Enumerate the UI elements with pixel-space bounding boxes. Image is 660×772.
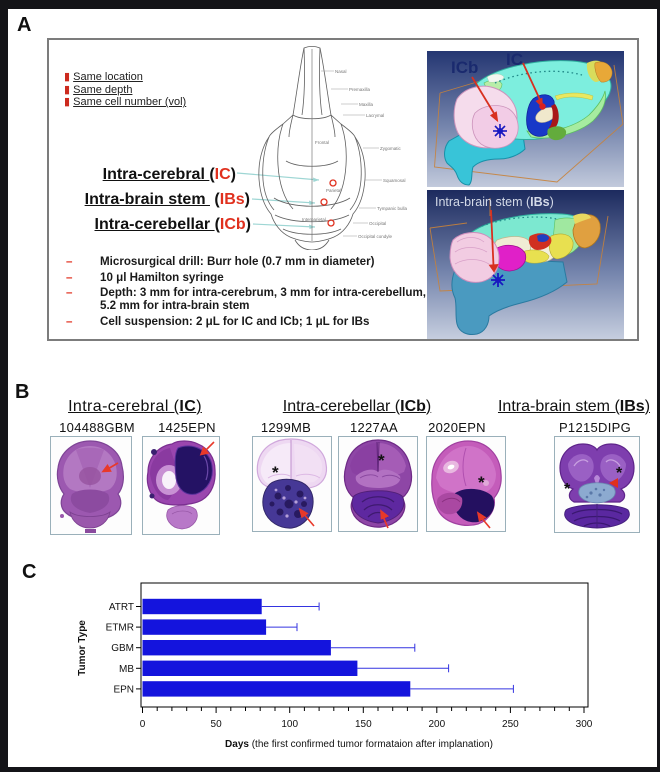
svg-text:MB: MB xyxy=(119,664,134,675)
svg-text:Maxilla: Maxilla xyxy=(359,102,374,107)
svg-text:Parietal: Parietal xyxy=(326,188,341,193)
svg-text:100: 100 xyxy=(281,719,298,730)
svg-text:Intra-brain stem (IBs): Intra-brain stem (IBs) xyxy=(435,195,554,209)
svg-text:Zygomatic: Zygomatic xyxy=(380,146,402,151)
svg-text:Tympanic bulla: Tympanic bulla xyxy=(377,206,408,211)
svg-text:300: 300 xyxy=(576,719,593,730)
svg-text:Nasal: Nasal xyxy=(335,69,347,74)
svg-text:Occipital: Occipital xyxy=(369,221,386,226)
svg-text:Tumor Type: Tumor Type xyxy=(77,620,88,676)
svg-text:GBM: GBM xyxy=(111,643,134,654)
svg-text:ATRT: ATRT xyxy=(109,602,134,613)
svg-text:EPN: EPN xyxy=(113,684,134,695)
svg-text:ETMR: ETMR xyxy=(106,623,134,634)
svg-text:Frontal: Frontal xyxy=(315,140,329,145)
svg-text:Days (the first confirmed tumo: Days (the first confirmed tumor formatai… xyxy=(225,739,493,750)
svg-text:Squamosal: Squamosal xyxy=(383,178,406,183)
svg-text:0: 0 xyxy=(140,719,146,730)
svg-text:*: * xyxy=(478,473,485,492)
svg-text:Occipital condyle: Occipital condyle xyxy=(358,234,393,239)
svg-text:IC: IC xyxy=(506,51,523,69)
svg-text:Lacrymal: Lacrymal xyxy=(366,113,384,118)
svg-text:*: * xyxy=(272,463,279,482)
svg-text:*: * xyxy=(616,465,623,482)
svg-text:200: 200 xyxy=(428,719,445,730)
svg-text:50: 50 xyxy=(211,719,223,730)
svg-text:ICb: ICb xyxy=(451,58,478,77)
svg-text:Interparietal: Interparietal xyxy=(302,217,326,222)
svg-text:Premaxilla: Premaxilla xyxy=(349,87,371,92)
svg-text:150: 150 xyxy=(355,719,372,730)
svg-text:250: 250 xyxy=(502,719,519,730)
svg-text:*: * xyxy=(378,451,385,470)
svg-text:*: * xyxy=(564,481,571,498)
